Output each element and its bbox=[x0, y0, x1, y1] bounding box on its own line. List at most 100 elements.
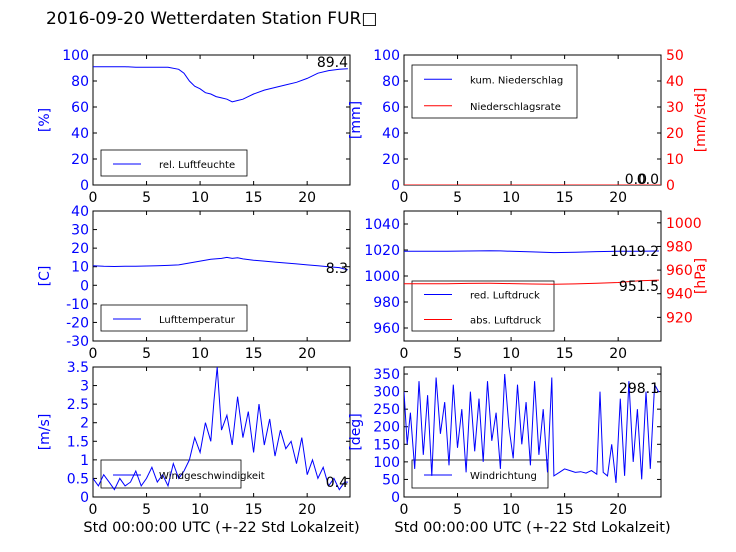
y-tick-label: 100 bbox=[62, 48, 89, 64]
legend-label: red. Luftdruck bbox=[470, 291, 540, 302]
y-right-tick-label: 10 bbox=[666, 152, 684, 168]
y-axis-label: [%] bbox=[37, 108, 53, 132]
x-tick-label: 5 bbox=[453, 190, 462, 206]
latest-value: 298.1 bbox=[619, 381, 659, 397]
x-tick-label: 10 bbox=[502, 346, 520, 362]
y-tick-label: 980 bbox=[373, 295, 400, 311]
x-tick-label: 0 bbox=[89, 502, 98, 518]
x-tick-label: 10 bbox=[191, 190, 209, 206]
x-tick-label: 0 bbox=[400, 346, 409, 362]
legend-label: Windrichtung bbox=[470, 471, 537, 482]
y-tick-label: 0.5 bbox=[67, 471, 89, 487]
y-tick-label: 0 bbox=[391, 178, 400, 194]
y-tick-label: 960 bbox=[373, 321, 400, 337]
y-tick-label: 1.5 bbox=[67, 434, 89, 450]
y-tick-label: 0 bbox=[80, 278, 89, 294]
precipitation-panel: 0 5 10 15 20 0 20 40 60 80 100 0 10 20 30 40 50 [mm] [mm/s… bbox=[348, 48, 709, 206]
y-tick-label: 250 bbox=[373, 402, 400, 418]
latest-value: 0.4 bbox=[326, 475, 348, 491]
legend-label: Lufttemperatur bbox=[159, 315, 236, 326]
x-tick-label: 10 bbox=[191, 502, 209, 518]
x-axis-label: Std 00:00:00 UTC (+-22 Std Lokalzeit) bbox=[394, 520, 670, 536]
temperature-panel: 0 5 10 15 20 -30 -20 -10 0 10 20 30 40 [C] Lufttempera… bbox=[37, 204, 351, 362]
y-tick-label: 100 bbox=[373, 455, 400, 471]
y-right-axis-label: [hPa] bbox=[693, 258, 709, 294]
y-axis-label: [deg] bbox=[348, 413, 364, 450]
y-tick-label: 50 bbox=[382, 472, 400, 488]
latest-value: 0.0 bbox=[637, 172, 659, 188]
y-axis-label: [C] bbox=[37, 266, 53, 287]
y-tick-label: 0 bbox=[80, 490, 89, 506]
x-tick-label: 5 bbox=[453, 502, 462, 518]
legend-box bbox=[100, 149, 248, 177]
legend-label: Niederschlagsrate bbox=[470, 102, 561, 113]
legend-label: abs. Luftdruck bbox=[470, 316, 541, 327]
y-axis-label: [mm] bbox=[348, 101, 364, 139]
y-tick-label: 300 bbox=[373, 385, 400, 401]
series-line-1 bbox=[404, 279, 659, 285]
y-tick-label: 1040 bbox=[364, 217, 400, 233]
legend-box bbox=[100, 304, 248, 332]
y-right-tick-label: 40 bbox=[666, 74, 684, 90]
legend-box bbox=[411, 280, 555, 332]
y-right-axis-label: [mm/std] bbox=[693, 88, 709, 153]
pressure-panel: 0 5 10 15 20 960 980 1000 1020 1040 920 940 960 980 10… bbox=[364, 210, 709, 362]
legend-box bbox=[411, 459, 549, 489]
y-tick-label: 2.5 bbox=[67, 397, 89, 413]
latest-value: 0.0 bbox=[625, 172, 647, 188]
y-tick-label: 2 bbox=[80, 416, 89, 432]
x-tick-label: 5 bbox=[142, 346, 151, 362]
y-tick-label: 60 bbox=[71, 100, 89, 116]
y-tick-label: 80 bbox=[71, 74, 89, 90]
y-right-tick-label: 980 bbox=[666, 239, 693, 255]
legend-box bbox=[411, 64, 578, 119]
x-tick-label: 20 bbox=[298, 502, 316, 518]
x-axis-label: Std 00:00:00 UTC (+-22 Std Lokalzeit) bbox=[83, 520, 359, 536]
y-tick-label: 1000 bbox=[364, 269, 400, 285]
y-tick-label: 10 bbox=[71, 260, 89, 276]
y-axis-label: [m/s] bbox=[37, 414, 53, 451]
series-line-0 bbox=[93, 367, 348, 491]
series-line-0 bbox=[404, 373, 660, 483]
y-right-tick-label: 960 bbox=[666, 263, 693, 279]
x-tick-label: 15 bbox=[245, 502, 263, 518]
y-tick-label: 20 bbox=[71, 152, 89, 168]
y-tick-label: 1020 bbox=[364, 243, 400, 259]
x-tick-label: 20 bbox=[298, 346, 316, 362]
y-tick-label: 40 bbox=[71, 204, 89, 220]
x-tick-label: 5 bbox=[142, 502, 151, 518]
y-tick-label: 60 bbox=[382, 100, 400, 116]
latest-value: 951.5 bbox=[619, 279, 659, 295]
y-right-tick-label: 1000 bbox=[666, 216, 702, 232]
y-tick-label: -30 bbox=[66, 334, 89, 350]
y-tick-label: 40 bbox=[71, 126, 89, 142]
x-tick-label: 0 bbox=[89, 346, 98, 362]
y-tick-label: 80 bbox=[382, 74, 400, 90]
x-tick-label: 10 bbox=[502, 190, 520, 206]
x-tick-label: 20 bbox=[298, 190, 316, 206]
y-tick-label: 0 bbox=[391, 490, 400, 506]
y-right-tick-label: 0 bbox=[666, 178, 675, 194]
y-tick-label: 20 bbox=[71, 241, 89, 257]
y-tick-label: 3.5 bbox=[67, 360, 89, 376]
x-tick-label: 0 bbox=[400, 502, 409, 518]
y-tick-label: 40 bbox=[382, 126, 400, 142]
latest-value: 1019.2 bbox=[610, 244, 659, 260]
legend-label: rel. Luftfeuchte bbox=[159, 160, 235, 171]
y-right-tick-label: 50 bbox=[666, 48, 684, 64]
y-tick-label: 100 bbox=[373, 48, 400, 64]
y-tick-label: 20 bbox=[382, 152, 400, 168]
series-line-0 bbox=[93, 66, 348, 103]
x-tick-label: 0 bbox=[400, 190, 409, 206]
figure-title: 2016-09-20 Wetterdaten Station FUR□ bbox=[46, 9, 378, 29]
x-tick-label: 15 bbox=[556, 502, 574, 518]
x-tick-label: 20 bbox=[609, 346, 627, 362]
y-tick-label: 3 bbox=[80, 379, 89, 395]
x-tick-label: 15 bbox=[245, 190, 263, 206]
legend-label: Windgeschwindigkeit bbox=[159, 471, 265, 482]
latest-value: 89.4 bbox=[317, 55, 348, 71]
x-tick-label: 20 bbox=[609, 190, 627, 206]
